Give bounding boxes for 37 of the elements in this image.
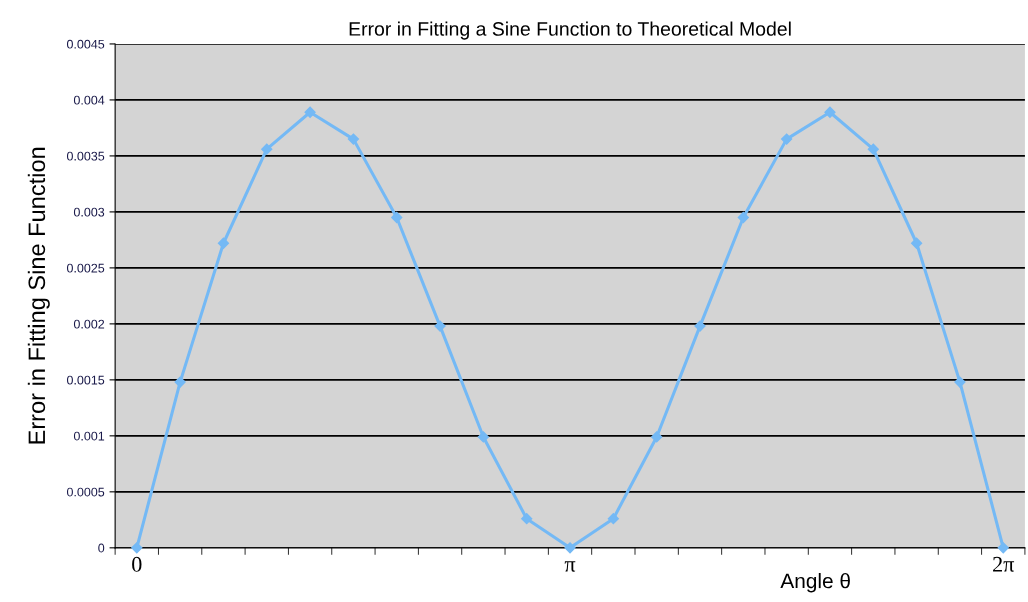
point <box>911 237 923 249</box>
x-tick-label: π <box>564 561 576 572</box>
chart-title: Error in Fitting a Sine Function to Theoretical Model <box>349 21 791 40</box>
point <box>261 143 273 155</box>
y-tick-label: 0.0005 <box>66 487 105 497</box>
point <box>997 542 1009 554</box>
x-axis-title: Angle θ <box>780 573 850 593</box>
point <box>607 513 619 525</box>
point <box>304 106 316 118</box>
point <box>651 431 663 443</box>
y-tick-label: 0.003 <box>73 207 105 217</box>
point <box>694 320 706 332</box>
point <box>434 320 446 332</box>
point <box>477 431 489 443</box>
y-tick-label: 0 <box>98 543 105 553</box>
y-tick-label: 0.0045 <box>66 39 105 49</box>
point <box>954 376 966 388</box>
y-tick-label: 0.004 <box>73 95 105 105</box>
y-tick-label: 0.0025 <box>66 263 105 273</box>
point <box>347 133 360 145</box>
point <box>867 143 879 155</box>
y-tick-label: 0.0035 <box>66 151 105 161</box>
point <box>737 211 749 224</box>
y-tick-label: 0.0015 <box>66 375 105 385</box>
point <box>781 133 793 145</box>
x-tick-label: 2π <box>993 556 1015 572</box>
y-tick-label: 0.002 <box>73 319 105 329</box>
point <box>564 542 576 554</box>
point <box>391 211 403 224</box>
point <box>824 106 836 118</box>
x-tick-label: 0 <box>132 556 142 572</box>
point <box>521 513 533 525</box>
point <box>174 376 186 388</box>
point <box>131 542 143 554</box>
y-tick-label: 0.001 <box>73 431 105 441</box>
point <box>217 237 230 249</box>
y-axis-title: Error in Fitting Sine Function <box>27 147 50 444</box>
